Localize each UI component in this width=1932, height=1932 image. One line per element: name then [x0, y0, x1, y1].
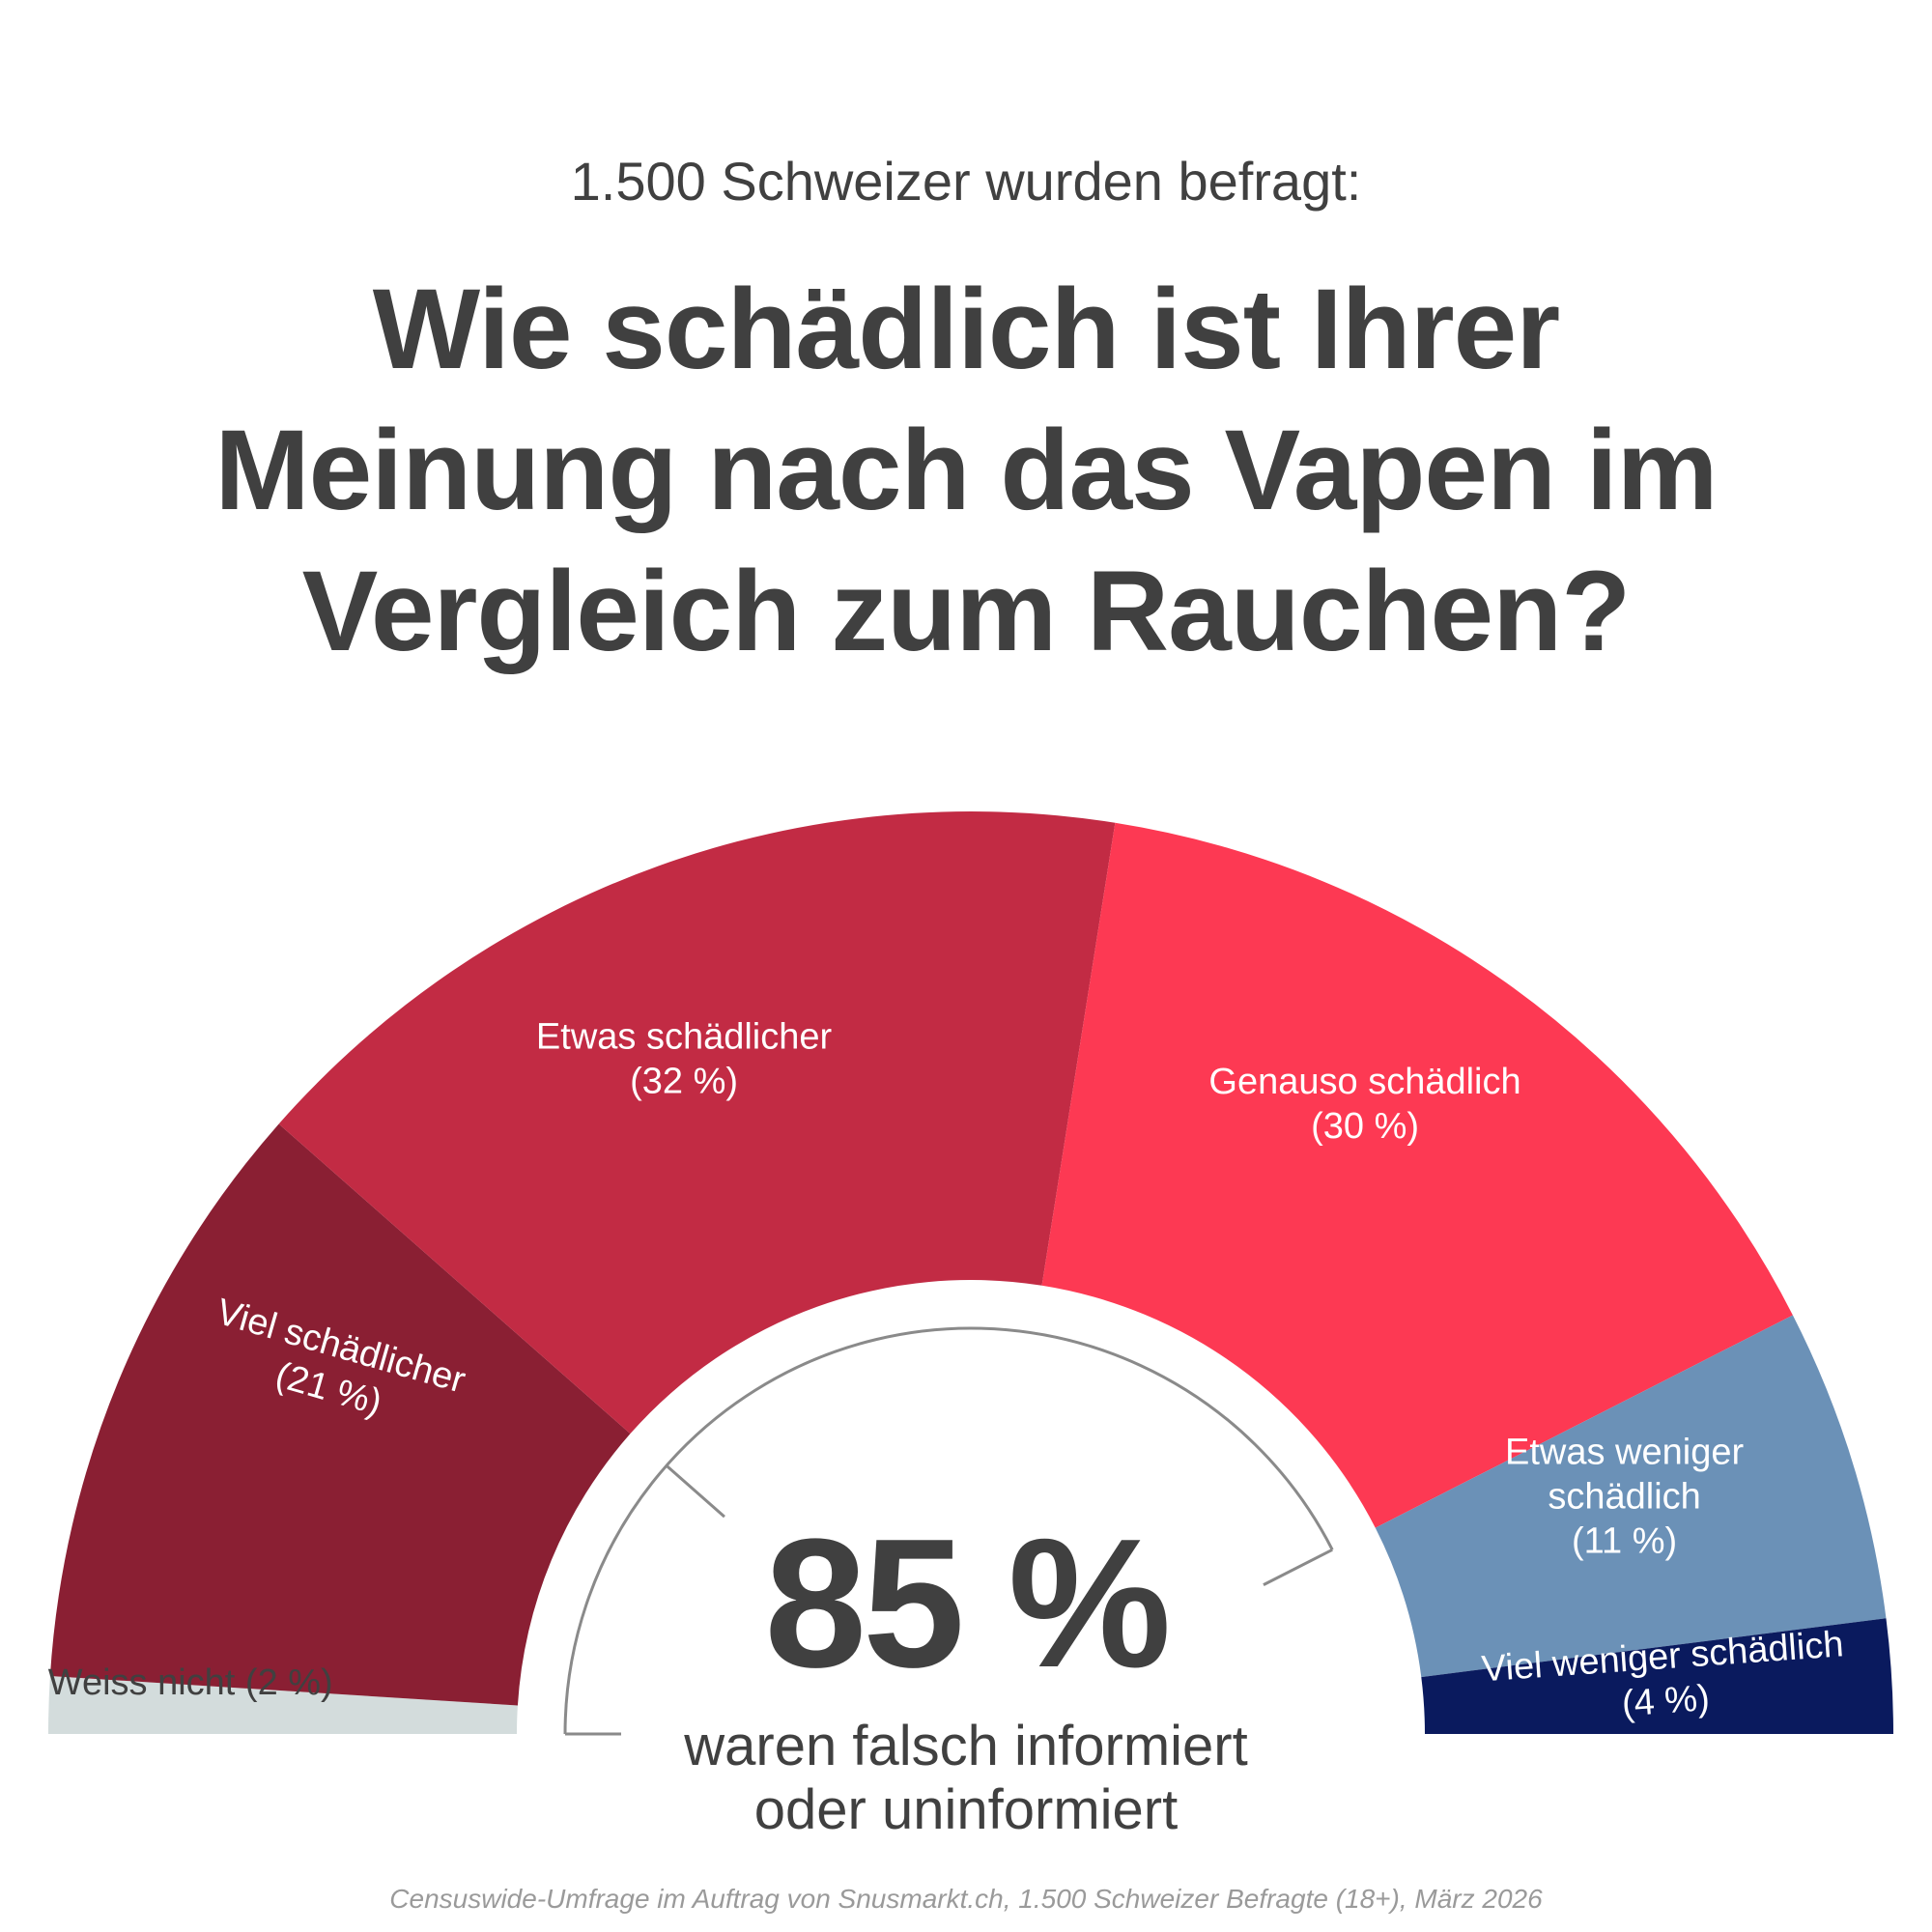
highlight-caption: waren falsch informiert oder uninformier…	[531, 1715, 1401, 1842]
slice-etwas	[278, 811, 1116, 1435]
slice-viel	[49, 1123, 631, 1706]
slice-label-line: schädlich	[1548, 1477, 1700, 1518]
slice-label-line: (30 %)	[1311, 1106, 1419, 1147]
slice-label-genauso: Genauso schädlich (30 %)	[1208, 1062, 1520, 1147]
highlight-caption-line-1: waren falsch informiert	[684, 1715, 1248, 1777]
slice-label-line: Genauso schädlich	[1208, 1062, 1520, 1102]
slice-label-etwas: Etwas schädlicher (32 %)	[536, 1016, 833, 1101]
highlight-value: 85 %	[764, 1501, 1171, 1706]
slice-label-etwaswen: Etwas weniger schädlich (11 %)	[1505, 1433, 1744, 1562]
slice-label-line: (32 %)	[630, 1061, 738, 1101]
subtitle: 1.500 Schweizer wurden befragt:	[570, 151, 1362, 212]
gauge-tick-1	[1263, 1548, 1333, 1586]
gauge-tick-0	[665, 1464, 725, 1519]
source-note: Censuswide-Umfrage im Auftrag von Snusma…	[389, 1884, 1543, 1914]
chart-title-line-1: Wie schädlich ist Ihrer	[372, 266, 1560, 393]
slice-etwaswen	[1375, 1315, 1887, 1678]
chart-title-line-2: Meinung nach das Vapen im	[214, 407, 1718, 534]
slice-genauso	[1041, 822, 1793, 1528]
slice-label-line: (4 %)	[1621, 1678, 1712, 1724]
chart-title: Wie schädlich ist Ihrer Meinung nach das…	[0, 259, 1932, 682]
slice-label-line: Weiss nicht (2 %)	[48, 1662, 333, 1703]
slice-label-line: Etwas schädlicher	[536, 1016, 833, 1057]
inner-gauge	[563, 1326, 1334, 1736]
chart-slices	[48, 811, 1893, 1734]
slice-label-weiss: Weiss nicht (2 %)	[48, 1662, 333, 1703]
slice-label-line: (11 %)	[1572, 1521, 1677, 1562]
chart-title-line-3: Vergleich zum Rauchen?	[301, 548, 1632, 675]
slice-weiss	[48, 1676, 518, 1734]
slice-vielwen	[1421, 1618, 1893, 1734]
highlight-caption-line-2: oder uninformiert	[753, 1778, 1179, 1841]
gauge-arc	[563, 1326, 1334, 1735]
slice-label-line: Etwas weniger	[1505, 1433, 1744, 1473]
